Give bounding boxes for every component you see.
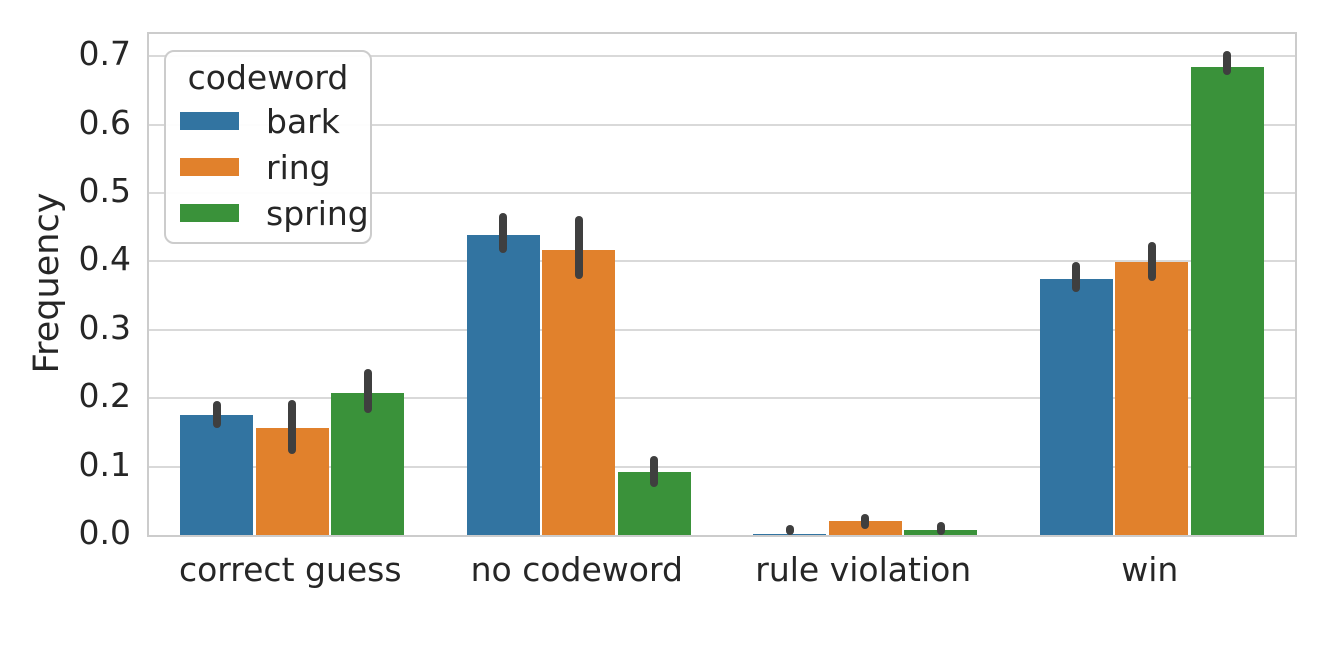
- error-bar-bark-win: [1072, 262, 1081, 293]
- error-bar-ring-no-codeword: [574, 215, 583, 279]
- y-tick-label-0.3: 0.3: [78, 307, 131, 347]
- legend-item-spring: spring: [166, 190, 370, 236]
- gridline-0.7: [149, 55, 1295, 58]
- gridline-0.5: [149, 192, 1295, 195]
- legend-item-ring: ring: [166, 144, 370, 190]
- error-bar-spring-win: [1223, 51, 1232, 76]
- legend: codeword bark ring spring: [164, 50, 372, 244]
- legend-swatch-bark: [180, 112, 239, 130]
- gridline-0.3: [149, 328, 1295, 331]
- error-bar-bark-correct-guess: [212, 400, 221, 428]
- error-bar-spring-correct-guess: [363, 369, 372, 414]
- error-bar-spring-no-codeword: [650, 456, 659, 488]
- y-tick-label-0.6: 0.6: [78, 102, 131, 142]
- y-tick-label-0.5: 0.5: [78, 171, 131, 211]
- error-bar-spring-rule-violation: [936, 522, 945, 535]
- y-tick-label-0.0: 0.0: [78, 513, 131, 552]
- bar-bark-correct-guess: [180, 414, 254, 535]
- x-tick-label-no-codeword: no codeword: [470, 550, 683, 589]
- y-tick-label-0.7: 0.7: [78, 34, 131, 74]
- error-bar-ring-correct-guess: [288, 399, 297, 455]
- gridline-0.1: [149, 465, 1295, 468]
- legend-swatch-spring: [180, 204, 239, 222]
- legend-swatch-ring: [180, 158, 239, 176]
- bar-spring-win: [1190, 67, 1264, 535]
- legend-label-bark: bark: [266, 101, 340, 141]
- gridline-0.2: [149, 397, 1295, 400]
- legend-item-bark: bark: [166, 98, 370, 144]
- y-tick-label-0.1: 0.1: [78, 444, 131, 484]
- bar-ring-no-codeword: [542, 250, 616, 535]
- plot-area: codeword bark ring spring: [147, 32, 1297, 537]
- x-tick-label-correct-guess: correct guess: [178, 550, 402, 589]
- legend-label-spring: spring: [266, 193, 369, 233]
- bar-spring-correct-guess: [331, 393, 405, 535]
- x-tick-label-rule-violation: rule violation: [755, 550, 972, 589]
- bar-bark-win: [1039, 279, 1113, 535]
- gridline-0.6: [149, 123, 1295, 126]
- legend-items: bark ring spring: [166, 98, 370, 236]
- x-tick-label-win: win: [1121, 550, 1179, 589]
- error-bar-bark-no-codeword: [499, 212, 508, 253]
- error-bar-bark-rule-violation: [785, 524, 794, 535]
- error-bar-ring-win: [1147, 242, 1156, 281]
- legend-title: codeword: [187, 58, 349, 97]
- legend-label-ring: ring: [266, 147, 331, 187]
- bar-ring-win: [1115, 262, 1189, 535]
- bar-bark-no-codeword: [466, 235, 540, 535]
- y-tick-label-0.4: 0.4: [78, 239, 131, 279]
- gridline-0.4: [149, 260, 1295, 263]
- y-tick-label-0.2: 0.2: [78, 376, 131, 416]
- error-bar-ring-rule-violation: [861, 513, 870, 529]
